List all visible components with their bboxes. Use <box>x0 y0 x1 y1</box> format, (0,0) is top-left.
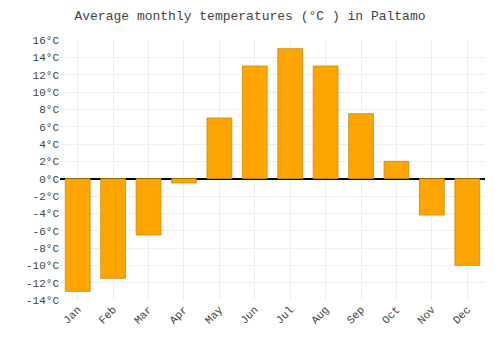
svg-text:Jun: Jun <box>238 304 260 326</box>
svg-text:Nov: Nov <box>415 304 438 327</box>
svg-text:-10°C: -10°C <box>26 260 59 272</box>
svg-text:Jul: Jul <box>274 304 296 326</box>
svg-text:-14°C: -14°C <box>26 295 59 307</box>
svg-text:-4°C: -4°C <box>33 208 60 220</box>
svg-text:Jan: Jan <box>61 304 83 326</box>
svg-text:May: May <box>203 304 226 327</box>
svg-text:Aug: Aug <box>309 304 331 326</box>
svg-text:16°C: 16°C <box>33 35 60 47</box>
svg-text:Average monthly temperatures (: Average monthly temperatures (°C ) in Pa… <box>74 9 425 24</box>
svg-text:Mar: Mar <box>132 304 154 326</box>
svg-text:Apr: Apr <box>167 304 189 326</box>
svg-text:Oct: Oct <box>380 304 402 326</box>
svg-text:Sep: Sep <box>345 304 367 326</box>
svg-text:2°C: 2°C <box>39 156 59 168</box>
svg-text:-2°C: -2°C <box>33 191 60 203</box>
svg-text:8°C: 8°C <box>39 104 59 116</box>
svg-text:Feb: Feb <box>97 304 119 326</box>
svg-text:12°C: 12°C <box>33 70 60 82</box>
svg-text:4°C: 4°C <box>39 139 59 151</box>
svg-text:14°C: 14°C <box>33 52 60 64</box>
svg-text:-12°C: -12°C <box>26 278 59 290</box>
svg-text:0°C: 0°C <box>39 174 59 186</box>
svg-text:10°C: 10°C <box>33 87 60 99</box>
svg-text:-6°C: -6°C <box>33 226 60 238</box>
svg-text:6°C: 6°C <box>39 122 59 134</box>
svg-text:-8°C: -8°C <box>33 243 60 255</box>
svg-text:Dec: Dec <box>451 304 473 326</box>
